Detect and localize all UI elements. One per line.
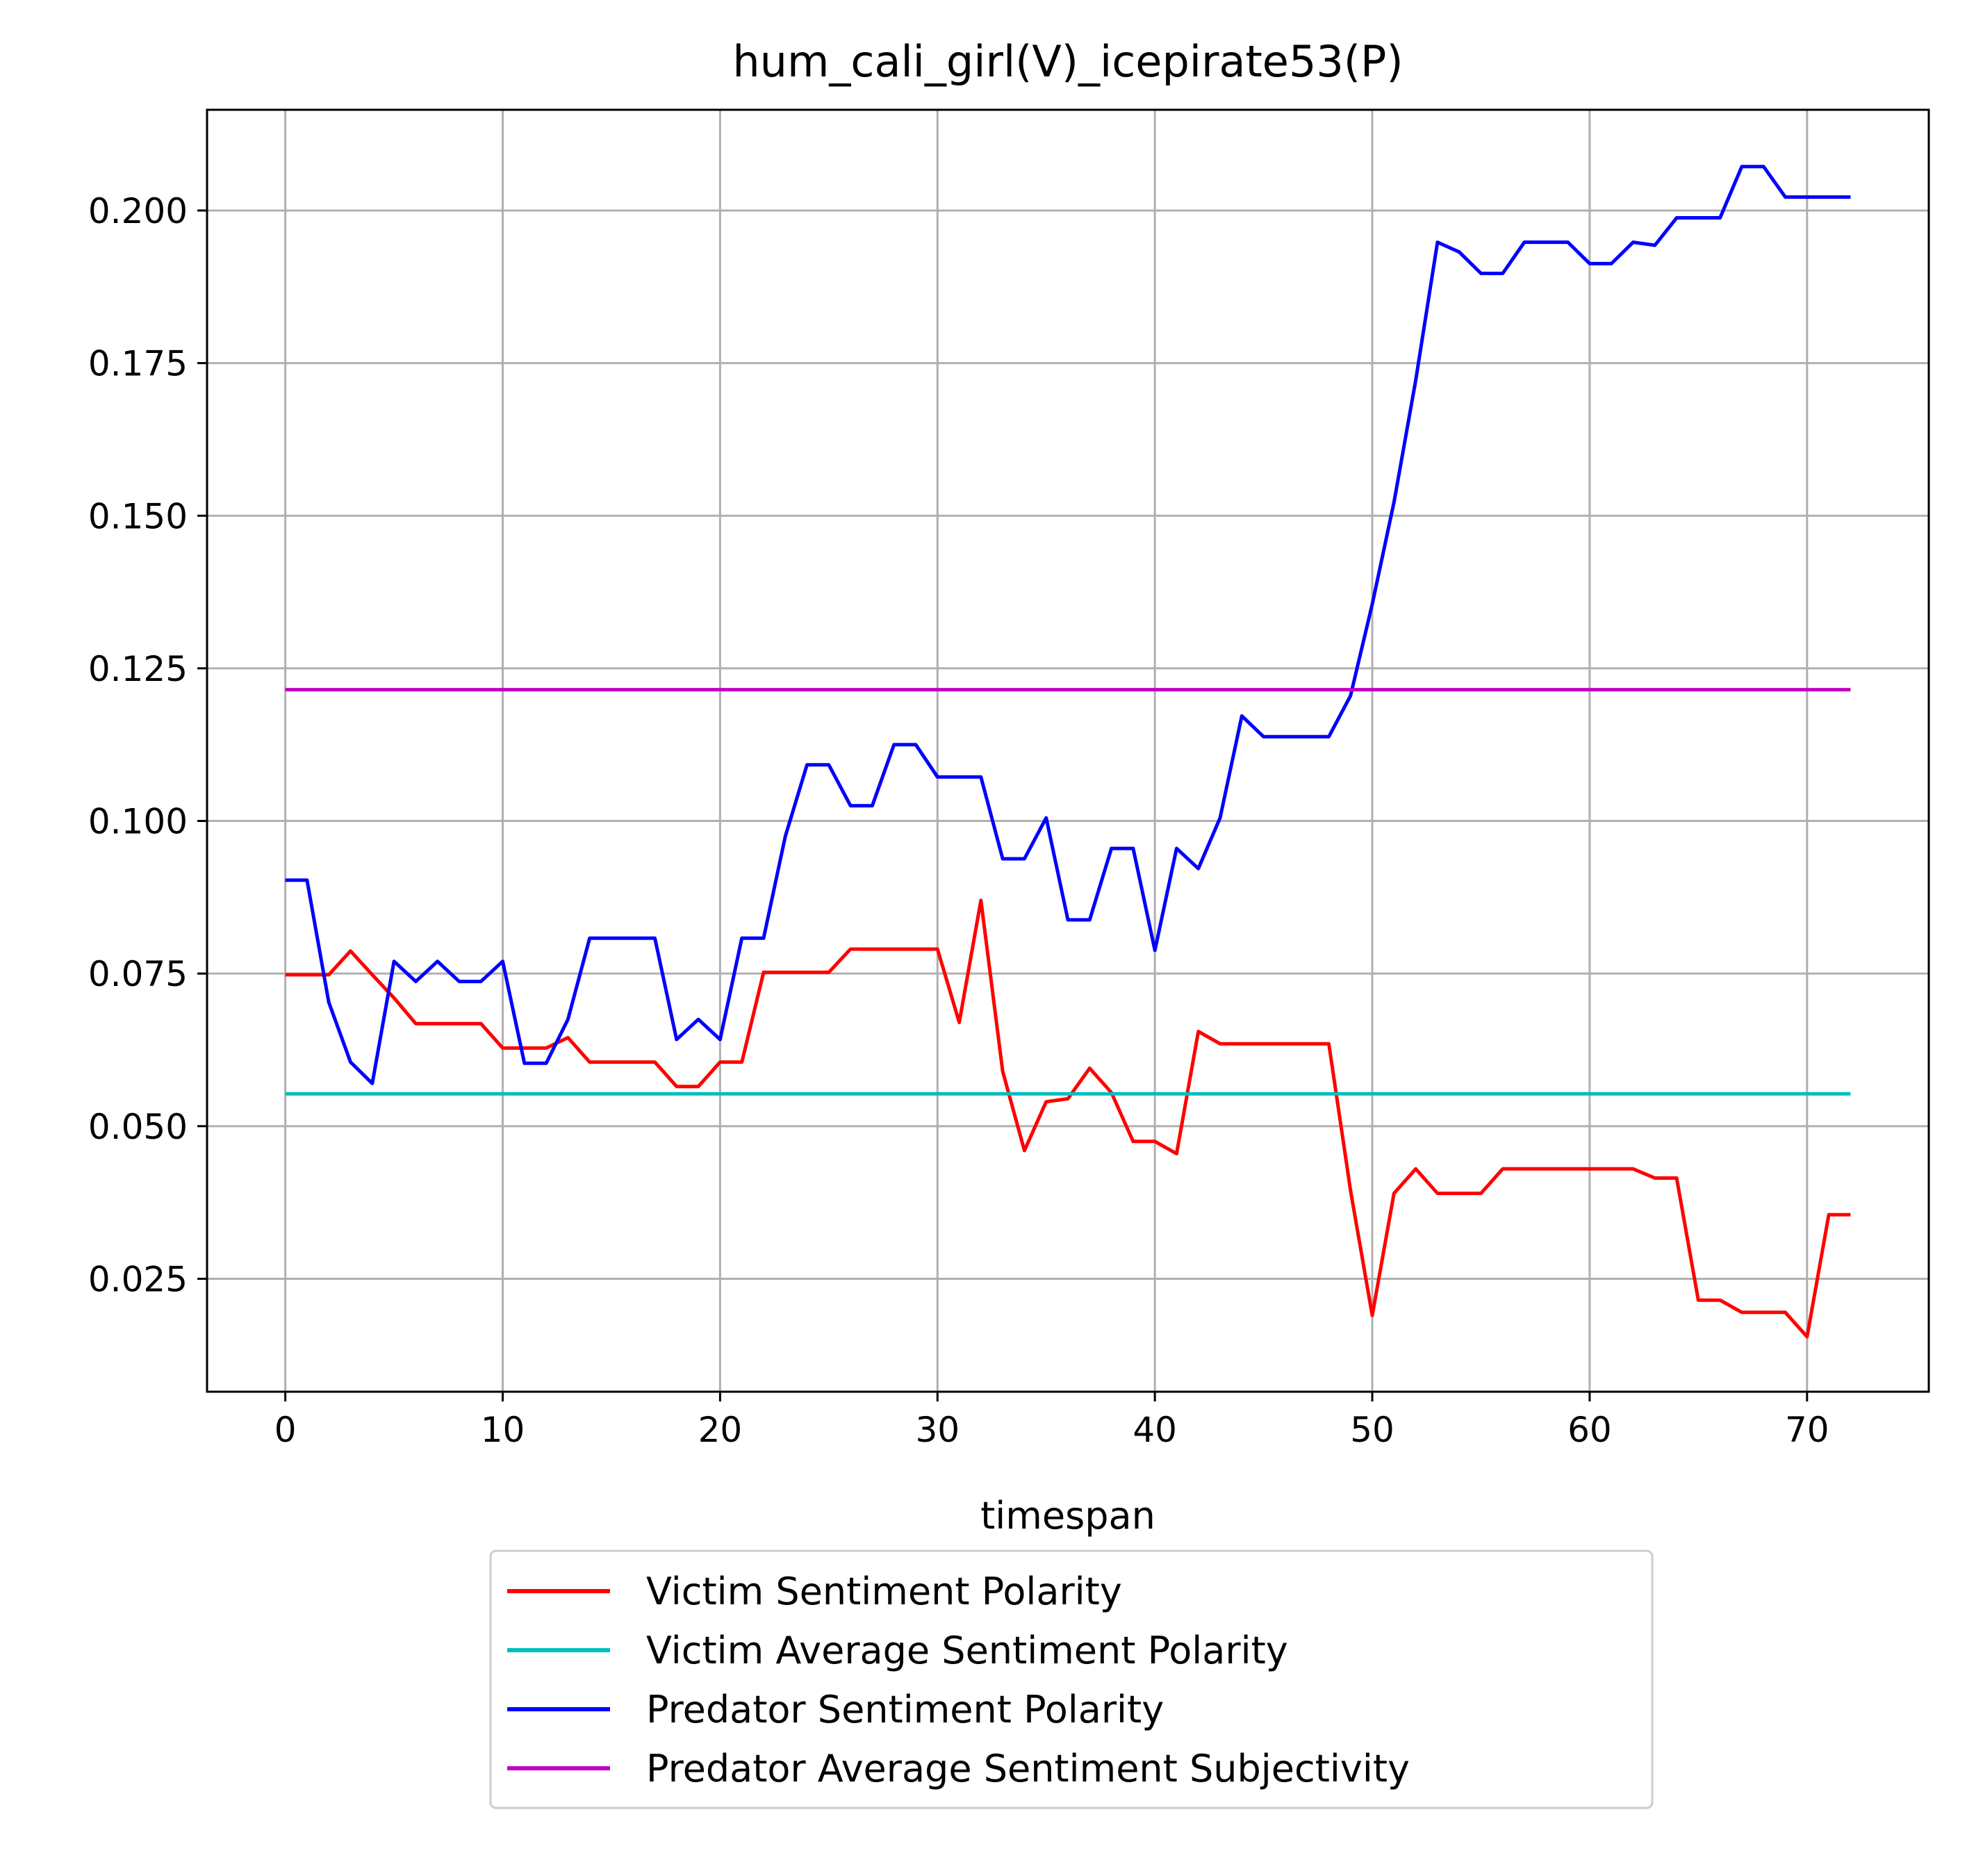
x-tick-label: 50 xyxy=(1350,1410,1394,1450)
x-axis-label: timespan xyxy=(980,1494,1155,1538)
x-tick-label: 70 xyxy=(1785,1410,1829,1450)
plot-frame xyxy=(206,108,1930,1393)
x-tick-label: 0 xyxy=(274,1410,297,1450)
x-tick-label: 40 xyxy=(1133,1410,1177,1450)
chart-title: hum_cali_girl(V)_icepirate53(P) xyxy=(732,36,1403,87)
y-tick-label: 0.200 xyxy=(88,191,188,231)
legend: Victim Sentiment Polarity Victim Average … xyxy=(489,1549,1654,1809)
series-line-1 xyxy=(285,898,1851,1339)
y-tick-label: 0.150 xyxy=(88,496,188,536)
series-lines xyxy=(285,165,1851,1339)
legend-label: Predator Average Sentiment Subjectivity xyxy=(646,1747,1410,1791)
series-line-3 xyxy=(285,165,1851,1085)
x-tick-label: 10 xyxy=(481,1410,525,1450)
x-tick-label: 20 xyxy=(698,1410,743,1450)
y-tick-label: 0.025 xyxy=(88,1259,188,1299)
x-tick-label: 30 xyxy=(915,1410,960,1450)
y-tick-label: 0.175 xyxy=(88,344,188,384)
y-tick-label: 0.050 xyxy=(88,1107,188,1147)
y-tick-label: 0.075 xyxy=(88,954,188,994)
legend-label: Victim Average Sentiment Polarity xyxy=(646,1629,1288,1672)
legend-label: Victim Sentiment Polarity xyxy=(646,1570,1122,1613)
legend-box xyxy=(489,1549,1654,1809)
grid xyxy=(207,110,1929,1392)
y-tick-label: 0.125 xyxy=(88,649,188,689)
y-tick-label: 0.100 xyxy=(88,802,188,842)
x-tick-label: 60 xyxy=(1567,1410,1612,1450)
legend-label: Predator Sentiment Polarity xyxy=(646,1688,1164,1731)
axis-ticks: 0 10 20 30 40 50 60 70 0.025 0.050 0.075 0.100 0.125… xyxy=(88,191,1829,1450)
